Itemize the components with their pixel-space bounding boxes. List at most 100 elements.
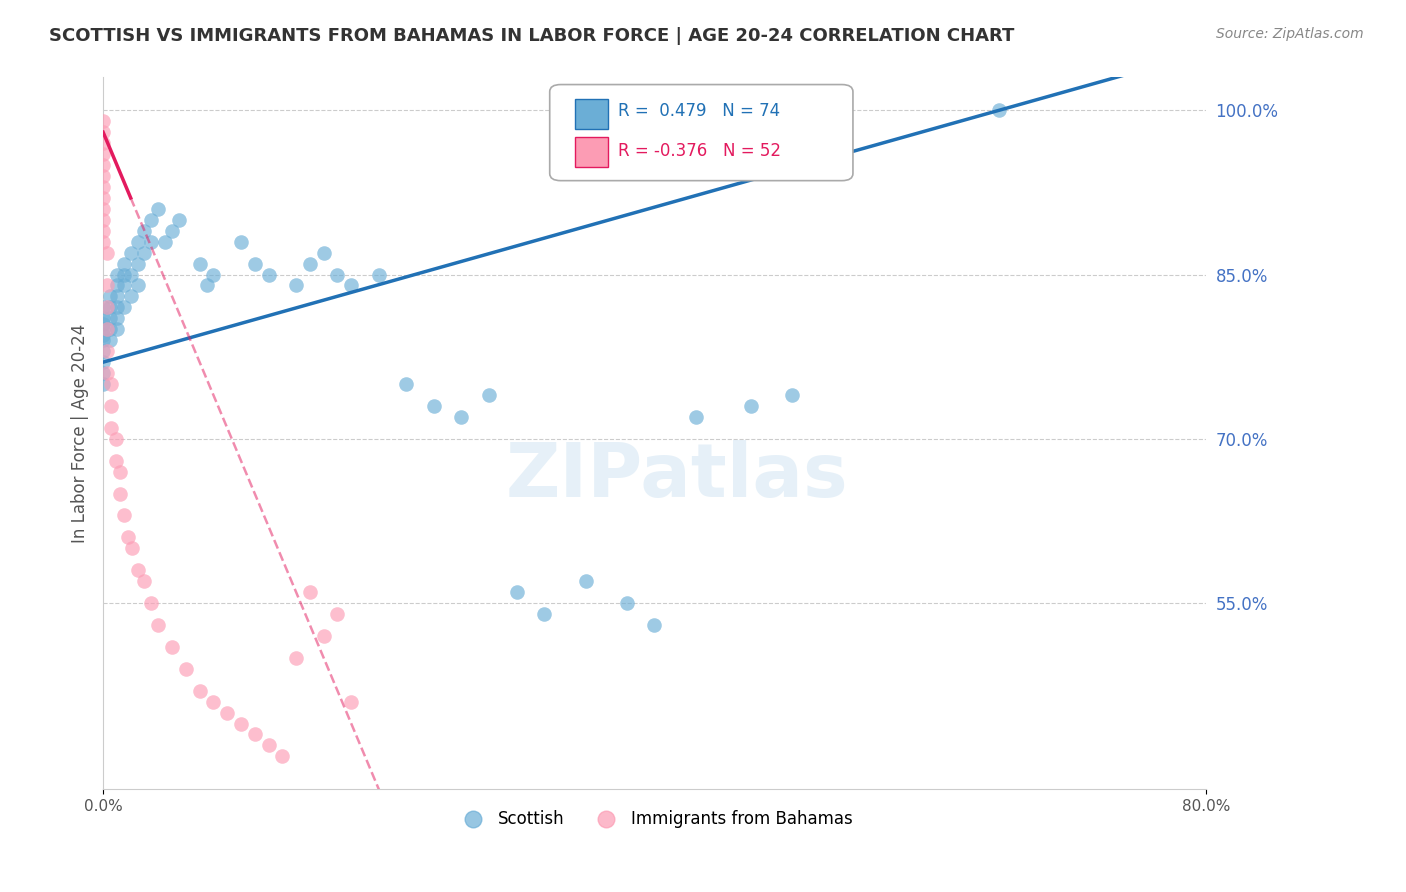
Point [91,136,114,150]
Point [134,224,156,238]
Point [112,257,135,271]
Point [108,465,131,479]
Point [127,257,149,271]
Point [91,327,114,342]
Point [160,224,183,238]
Point [141,596,163,610]
Point [134,574,156,589]
Point [91,158,114,172]
Point [574,574,596,589]
Point [91,212,114,227]
Point [120,289,142,303]
Point [120,268,142,282]
FancyBboxPatch shape [575,137,609,167]
Point [91,224,114,238]
Point [127,278,149,293]
Point [108,486,131,500]
Point [91,344,114,359]
Point [121,541,143,556]
Point [98,289,121,303]
Point [91,366,114,380]
Point [104,453,127,467]
Point [450,409,472,424]
Point [643,618,665,632]
Point [112,268,135,282]
Point [782,388,804,402]
Point [141,212,163,227]
Point [141,235,163,249]
Point [285,650,308,665]
Point [174,662,197,676]
Point [96,301,118,315]
Point [153,235,176,249]
Point [91,317,114,331]
Point [120,245,142,260]
Point [340,695,363,709]
Point [312,245,335,260]
Point [340,278,363,293]
Point [100,399,122,413]
Point [505,585,527,599]
Point [98,301,121,315]
Point [91,333,114,347]
Point [740,399,762,413]
FancyBboxPatch shape [550,85,853,181]
Point [100,421,122,435]
Point [91,147,114,161]
Point [91,191,114,205]
Point [285,278,308,293]
Point [91,301,114,315]
Point [367,268,389,282]
Point [98,322,121,336]
Point [98,333,121,347]
Point [127,235,149,249]
Point [112,278,135,293]
Point [160,640,183,654]
Point [167,212,190,227]
Point [298,585,321,599]
Point [91,125,114,139]
Point [105,311,128,326]
Point [91,377,114,392]
Point [91,322,114,336]
Text: R = -0.376   N = 52: R = -0.376 N = 52 [619,142,782,160]
Point [148,202,170,216]
Point [229,235,252,249]
Point [243,257,266,271]
Point [105,268,128,282]
Text: R =  0.479   N = 74: R = 0.479 N = 74 [619,103,780,120]
Text: ZIPatlas: ZIPatlas [505,440,848,513]
Point [298,257,321,271]
Point [685,409,707,424]
Point [195,278,218,293]
Point [229,716,252,731]
Point [616,596,638,610]
Point [988,103,1011,118]
Point [202,695,225,709]
Point [112,301,135,315]
Point [326,607,349,621]
Point [127,563,149,577]
Text: SCOTTISH VS IMMIGRANTS FROM BAHAMAS IN LABOR FORCE | AGE 20-24 CORRELATION CHART: SCOTTISH VS IMMIGRANTS FROM BAHAMAS IN L… [49,27,1015,45]
Point [533,607,555,621]
Point [105,301,128,315]
Point [217,706,239,720]
Point [91,355,114,369]
Point [96,322,118,336]
Point [91,311,114,326]
Point [112,508,135,523]
Point [91,235,114,249]
FancyBboxPatch shape [575,99,609,128]
Point [105,278,128,293]
Point [188,683,211,698]
Point [117,530,139,544]
Point [312,629,335,643]
Point [91,169,114,183]
Point [243,727,266,741]
Text: Source: ZipAtlas.com: Source: ZipAtlas.com [1216,27,1364,41]
Point [395,377,418,392]
Point [105,289,128,303]
Legend: Scottish, Immigrants from Bahamas: Scottish, Immigrants from Bahamas [450,803,859,834]
Point [98,311,121,326]
Y-axis label: In Labor Force | Age 20-24: In Labor Force | Age 20-24 [72,324,89,543]
